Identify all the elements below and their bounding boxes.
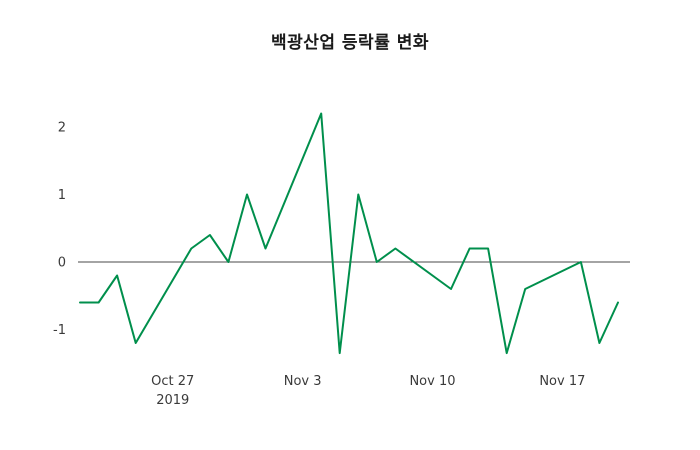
y-tick-label: -1 (53, 323, 66, 338)
x-tick-label: Nov 17 (539, 374, 585, 389)
x-tick-sublabel: 2019 (156, 393, 189, 408)
y-tick-label: 0 (58, 256, 66, 271)
y-tick-label: 2 (58, 121, 66, 136)
x-tick-label: Nov 10 (409, 374, 455, 389)
y-tick-label: 1 (58, 188, 66, 203)
chart-title: 백광산업 등락률 변화 (270, 33, 430, 53)
x-tick-label: Nov 3 (284, 374, 322, 389)
x-tick-label: Oct 27 (151, 374, 194, 389)
series-line (79, 112, 619, 355)
